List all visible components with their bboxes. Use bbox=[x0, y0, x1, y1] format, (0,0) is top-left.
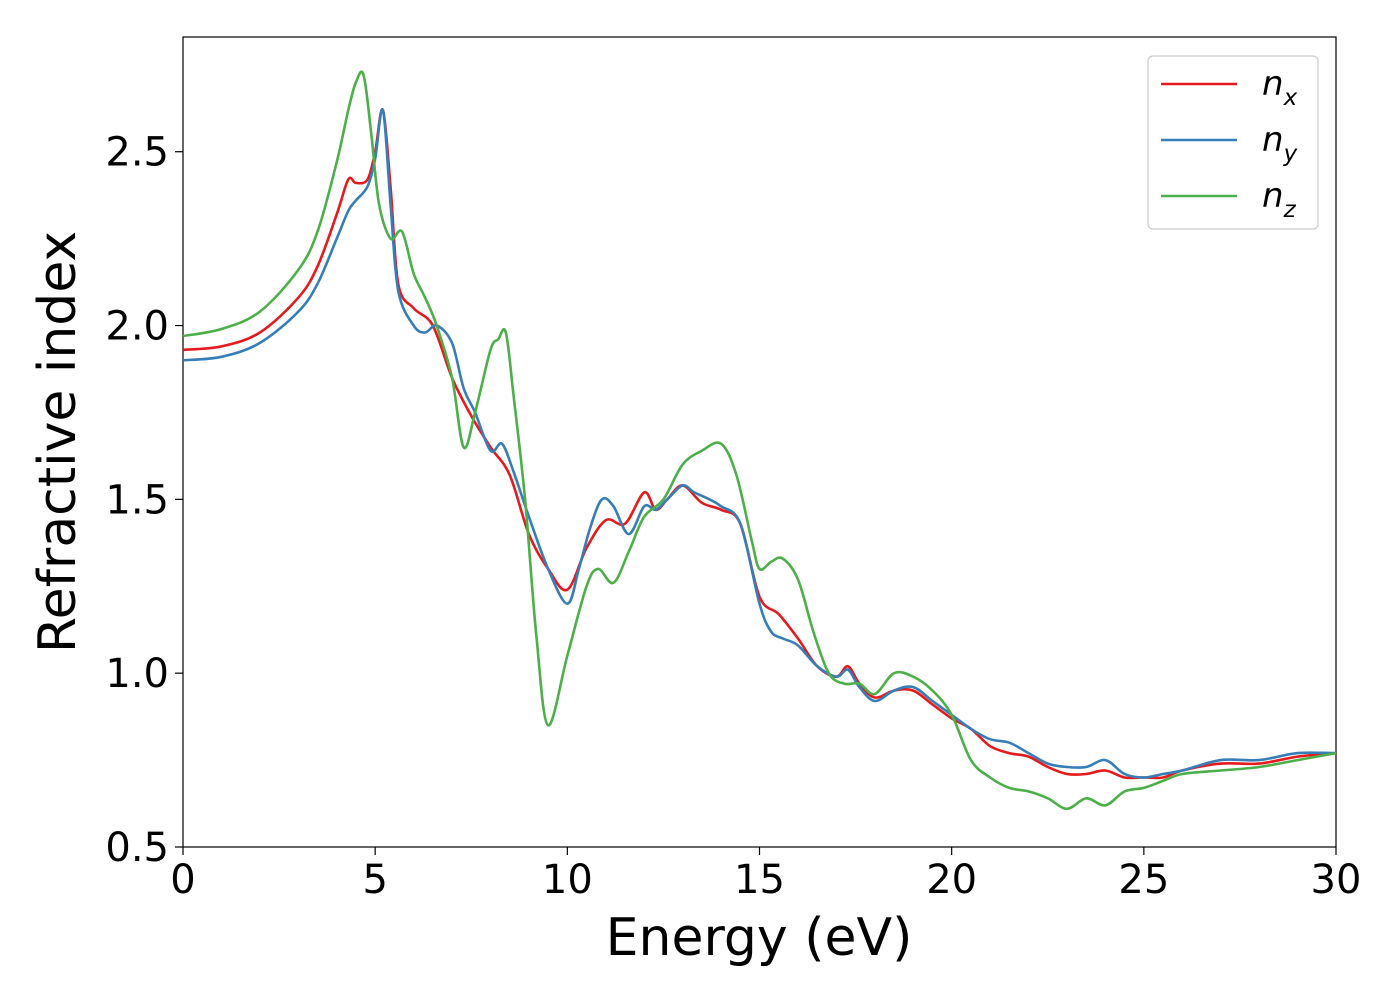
x-tick-label: 15 bbox=[734, 857, 785, 903]
x-axis-title: Energy (eV) bbox=[606, 908, 913, 968]
x-tick-label: 10 bbox=[542, 857, 593, 903]
y-tick-label: 2.0 bbox=[105, 304, 169, 350]
legend-box bbox=[1147, 55, 1319, 230]
series-line-z bbox=[182, 70, 1337, 811]
y-tick-label: 1.0 bbox=[105, 651, 169, 697]
x-axis-ticks: 0 5 10 15 20 25 30 bbox=[170, 847, 1361, 903]
y-tick-label: 0.5 bbox=[105, 825, 169, 871]
x-tick-label: 25 bbox=[1118, 857, 1169, 903]
y-tick-label: 1.5 bbox=[105, 477, 169, 523]
y-tick-label: 2.5 bbox=[105, 130, 169, 176]
x-tick-label: 30 bbox=[1311, 857, 1362, 903]
x-tick-label: 0 bbox=[170, 857, 195, 903]
y-axis-title: Refractive index bbox=[28, 231, 88, 653]
y-axis-ticks: 0.5 1.0 1.5 2.0 2.5 bbox=[105, 130, 183, 871]
x-tick-label: 20 bbox=[926, 857, 977, 903]
x-tick-label: 5 bbox=[362, 857, 387, 903]
series-line-y bbox=[182, 107, 1337, 779]
series-layer bbox=[182, 70, 1337, 811]
